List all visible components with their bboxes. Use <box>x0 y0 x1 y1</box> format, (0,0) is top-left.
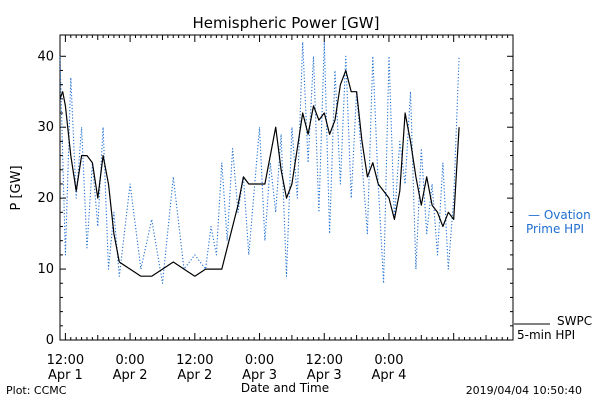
x-tick-label: 12:00 <box>176 353 213 368</box>
x-tick-label: 0:00 <box>374 353 403 368</box>
y-tick-label: 40 <box>37 49 54 64</box>
footer-timestamp: 2019/04/04 10:50:40 <box>466 384 582 397</box>
legend-ovation-name: Prime HPI <box>526 222 584 236</box>
x-tick-date-label: Apr 4 <box>372 368 407 383</box>
y-axis-ticks: 0 10 20 30 40 <box>37 49 513 348</box>
x-tick-label: 0:00 <box>116 353 145 368</box>
y-tick-label: 30 <box>37 120 54 135</box>
x-tick-label: 12:00 <box>306 353 343 368</box>
x-tick-label: 0:00 <box>245 353 274 368</box>
series-line-ovation-prime <box>59 41 460 284</box>
legend-swpc-sub: 5-min HPI <box>517 328 575 342</box>
plot-frame <box>59 34 514 341</box>
legend-swpc-name: SWPC <box>557 314 592 328</box>
y-tick-label: 10 <box>37 262 54 277</box>
x-tick-date-label: Apr 1 <box>48 368 83 383</box>
legend-ovation-marker: — Ovation <box>528 208 591 222</box>
x-tick-date-label: Apr 2 <box>177 368 212 383</box>
x-tick-date-label: Apr 2 <box>113 368 148 383</box>
series-line-swpc <box>59 69 460 277</box>
footer-plot-source: Plot: CCMC <box>6 384 67 397</box>
x-tick-label: 12:00 <box>47 353 84 368</box>
y-tick-label: 0 <box>46 333 54 348</box>
chart-title: Hemispheric Power [GW] <box>193 14 380 32</box>
series-layer <box>59 41 460 284</box>
y-tick-label: 20 <box>37 191 54 206</box>
y-axis-label: P [GW] <box>9 165 24 210</box>
x-axis-label: Date and Time <box>241 381 329 395</box>
x-tick-date-label: Apr 3 <box>307 368 342 383</box>
x-tick-date-label: Apr 3 <box>242 368 277 383</box>
